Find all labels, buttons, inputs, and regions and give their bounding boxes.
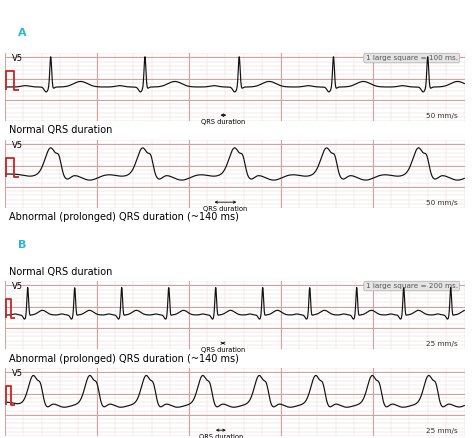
Text: Abnormal (prolonged) QRS duration (~140 ms): Abnormal (prolonged) QRS duration (~140 …	[9, 353, 239, 364]
Text: Normal QRS duration: Normal QRS duration	[9, 126, 113, 135]
Text: 50 mm/s: 50 mm/s	[426, 113, 457, 119]
Circle shape	[0, 235, 190, 254]
Text: V5: V5	[12, 282, 23, 291]
Text: QRS duration: QRS duration	[199, 434, 243, 438]
Text: Paper speed 50 mm/s: Paper speed 50 mm/s	[49, 26, 191, 39]
Text: V5: V5	[12, 369, 23, 378]
Text: Normal QRS duration: Normal QRS duration	[9, 266, 113, 276]
Text: QRS duration: QRS duration	[201, 347, 245, 353]
Text: Paper speed 25 mm/s: Paper speed 25 mm/s	[49, 238, 191, 251]
Circle shape	[0, 23, 190, 42]
Text: 25 mm/s: 25 mm/s	[426, 341, 457, 347]
Text: QRS duration: QRS duration	[203, 206, 247, 212]
Text: B: B	[18, 240, 27, 250]
Text: A: A	[18, 28, 27, 38]
Text: V5: V5	[12, 141, 23, 150]
Text: 1 large square = 200 ms.: 1 large square = 200 ms.	[365, 283, 457, 289]
Text: QRS duration: QRS duration	[201, 119, 246, 125]
Text: V5: V5	[12, 54, 23, 63]
Text: 1 large square = 100 ms.: 1 large square = 100 ms.	[365, 55, 457, 61]
Text: 50 mm/s: 50 mm/s	[426, 200, 457, 206]
Text: 25 mm/s: 25 mm/s	[426, 428, 457, 434]
Text: Abnormal (prolonged) QRS duration (~140 ms): Abnormal (prolonged) QRS duration (~140 …	[9, 212, 239, 223]
